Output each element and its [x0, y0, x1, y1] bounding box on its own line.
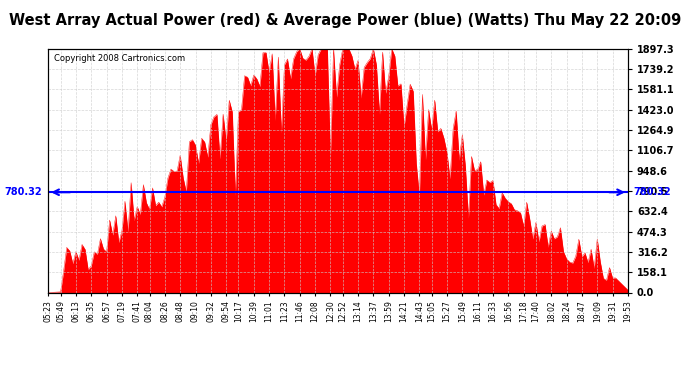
Text: 780.32: 780.32: [5, 187, 42, 197]
Text: Copyright 2008 Cartronics.com: Copyright 2008 Cartronics.com: [54, 54, 185, 63]
Text: 780.32: 780.32: [633, 187, 671, 197]
Text: West Array Actual Power (red) & Average Power (blue) (Watts) Thu May 22 20:09: West Array Actual Power (red) & Average …: [9, 13, 681, 28]
